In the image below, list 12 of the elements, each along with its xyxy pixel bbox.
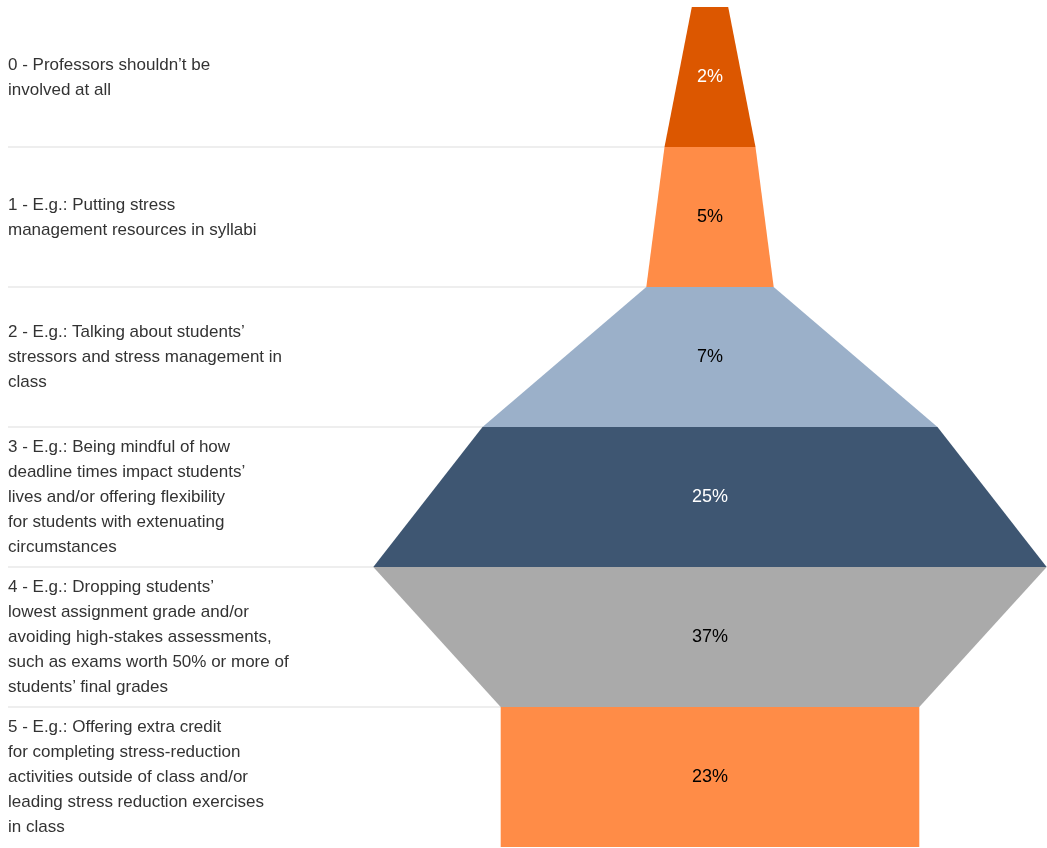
- data-label: 37%: [691, 626, 729, 646]
- category-label: 5 - E.g.: Offering extra credit for completing stress-reduction activities outside of class and/or leading stress reduction exercises in class: [8, 717, 265, 836]
- category-label: 3 - E.g.: Being mindful of how deadline times impact students’ lives and/or offering flexibility for students with extenuating circumstances: [8, 437, 246, 556]
- category-label: 4 - E.g.: Dropping students’ lowest assignment grade and/or avoiding high-stakes assessments, such as exams worth 50% or more of students’ final grades: [8, 577, 289, 696]
- data-label: 25%: [691, 486, 729, 506]
- data-label: 23%: [691, 766, 729, 786]
- category-label: 0 - Professors shouldn’t be involved at all: [8, 54, 211, 99]
- data-label: 2%: [696, 66, 724, 86]
- data-label: 7%: [696, 346, 724, 366]
- data-label: 5%: [696, 206, 724, 226]
- category-label: 2 - E.g.: Talking about students’ stressors and stress management in class: [8, 322, 283, 391]
- category-label: 1 - E.g.: Putting stress management resources in syllabi: [8, 194, 257, 239]
